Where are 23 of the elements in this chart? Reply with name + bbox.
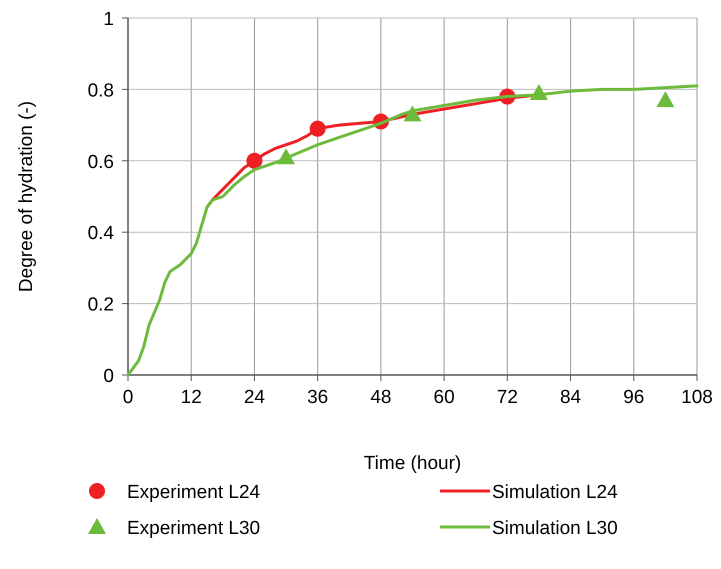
y-tick-label: 0.4 [88,223,114,244]
y-tick-label: 0.2 [88,294,114,316]
x-tick-label: 24 [244,387,266,408]
y-tick-label: 0.8 [88,80,114,102]
y-tick-label: 0 [103,366,114,387]
y-tick-label: 1 [103,9,114,30]
x-tick-label: 96 [623,387,644,408]
legend-label: Simulation L24 [492,482,618,503]
x-tick-label: 108 [681,387,713,408]
legend-label: Experiment L30 [127,518,260,539]
x-tick-label: 36 [307,387,328,408]
x-tick-label: 0 [122,387,134,408]
x-tick-label: 84 [560,387,582,408]
x-axis-title: Time (hour) [364,453,462,474]
legend-label: Experiment L24 [127,482,261,503]
legend-label: Simulation L30 [492,518,618,539]
y-tick-label: 0.6 [88,152,114,173]
x-tick-label: 12 [180,387,202,408]
x-tick-label: 48 [370,387,392,408]
y-axis-title: Degree of hydration (-) [16,100,37,292]
x-tick-label: 60 [434,387,455,408]
point [656,91,674,108]
x-tick-label: 72 [496,387,518,408]
